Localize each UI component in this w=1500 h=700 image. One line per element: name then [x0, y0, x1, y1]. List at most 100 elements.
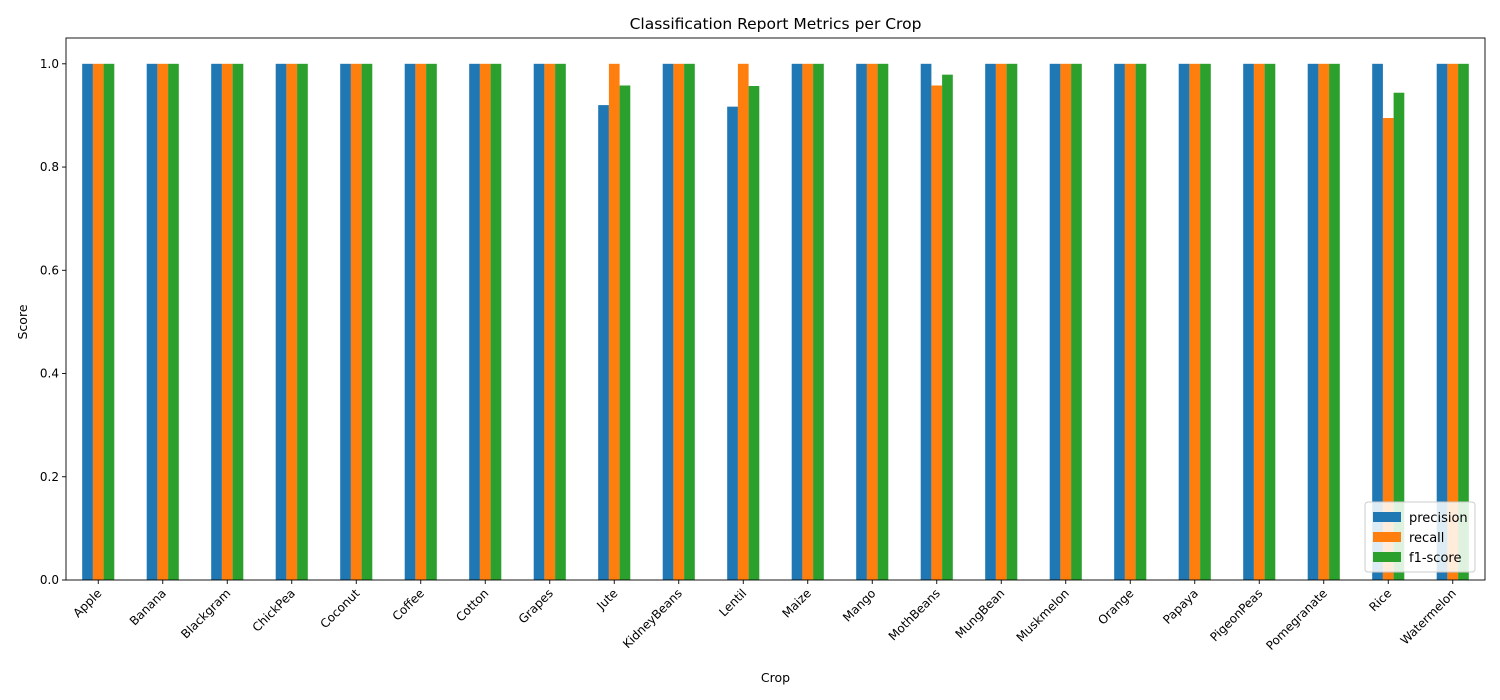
- bar-recall-Papaya: [1189, 63, 1201, 581]
- x-tick-label: Mango: [840, 586, 878, 624]
- x-tick-label: Lentil: [716, 586, 749, 619]
- bar-precision-Banana: [146, 63, 158, 581]
- bar-recall-Jute: [608, 63, 620, 581]
- legend: precision recall f1-score: [1364, 501, 1476, 573]
- bar-precision-ChickPea: [275, 63, 287, 581]
- bar-recall-Lentil: [737, 63, 749, 581]
- y-axis-label: Score: [15, 304, 30, 339]
- bar-recall-ChickPea: [286, 63, 298, 581]
- bar-recall-Pomegranate: [1318, 63, 1330, 581]
- bar-f1-score-MothBeans: [942, 74, 953, 581]
- bar-f1-score-Muskmelon: [1071, 63, 1082, 581]
- y-tick-label: 0.4: [40, 367, 59, 381]
- y-tick-label: 0.0: [40, 573, 59, 587]
- bar-f1-score-Jute: [619, 85, 631, 581]
- bar-recall-Blackgram: [221, 63, 233, 581]
- x-tick-label: ChickPea: [250, 586, 298, 634]
- bar-f1-score-KidneyBeans: [684, 63, 695, 581]
- x-tick-label: Muskmelon: [1014, 586, 1072, 644]
- bar-recall-PigeonPeas: [1253, 63, 1265, 581]
- bar-recall-Orange: [1124, 63, 1136, 581]
- bar-recall-Apple: [92, 63, 104, 581]
- bar-recall-MothBeans: [931, 85, 943, 581]
- bar-recall-Watermelon: [1447, 63, 1459, 581]
- bar-precision-Lentil: [727, 106, 738, 581]
- y-tick-label: 1.0: [40, 57, 59, 71]
- legend-label-f1-score: f1-score: [1409, 551, 1461, 566]
- legend-swatch-precision: [1373, 512, 1401, 522]
- bar-recall-Coconut: [350, 63, 362, 581]
- bar-f1-score-MungBean: [1006, 63, 1018, 581]
- x-tick-label: Apple: [70, 586, 104, 620]
- x-tick-label: Watermelon: [1398, 586, 1459, 647]
- bar-precision-Mango: [856, 63, 867, 581]
- bar-f1-score-Blackgram: [232, 63, 244, 581]
- bar-f1-score-Cotton: [490, 63, 502, 581]
- bar-f1-score-Pomegranate: [1329, 63, 1340, 581]
- bar-precision-Maize: [791, 63, 803, 581]
- x-tick-label: MothBeans: [886, 586, 943, 643]
- bar-f1-score-ChickPea: [297, 63, 308, 581]
- plot-frame: [65, 37, 1486, 581]
- bar-f1-score-Watermelon: [1458, 63, 1469, 581]
- bar-precision-MungBean: [985, 63, 996, 581]
- x-tick-label: Cotton: [453, 586, 491, 624]
- x-tick-label: Pomegranate: [1263, 586, 1330, 653]
- x-tick-label: Jute: [593, 586, 620, 613]
- x-axis-label: Crop: [761, 670, 790, 685]
- bar-precision-Papaya: [1178, 63, 1190, 581]
- bar-recall-Banana: [157, 63, 169, 581]
- y-tick-label: 0.6: [40, 263, 59, 277]
- legend-label-precision: precision: [1409, 511, 1468, 526]
- x-tick-label: Orange: [1095, 586, 1136, 627]
- chart-title: Classification Report Metrics per Crop: [630, 15, 922, 33]
- bar-recall-Grapes: [544, 63, 556, 581]
- x-tick-label: Rice: [1366, 586, 1394, 614]
- bar-recall-MungBean: [995, 63, 1007, 581]
- bar-precision-KidneyBeans: [662, 63, 674, 581]
- bar-precision-Grapes: [533, 63, 545, 581]
- bar-f1-score-Rice: [1393, 92, 1405, 580]
- x-tick-label: MungBean: [952, 586, 1007, 641]
- bar-precision-Muskmelon: [1049, 63, 1061, 581]
- x-tick-label: Banana: [127, 586, 169, 628]
- bar-precision-Coconut: [340, 63, 351, 581]
- x-tick-label: Coconut: [317, 586, 362, 631]
- legend-label-recall: recall: [1409, 531, 1444, 546]
- bar-f1-score-Coffee: [426, 63, 437, 581]
- bar-f1-score-Grapes: [555, 63, 566, 581]
- x-tick-label: KidneyBeans: [620, 586, 685, 651]
- bar-f1-score-Papaya: [1200, 63, 1211, 581]
- bar-f1-score-Maize: [813, 63, 824, 581]
- bar-recall-Coffee: [415, 63, 427, 581]
- bar-recall-Mango: [866, 63, 878, 581]
- y-tick-label: 0.2: [40, 470, 59, 484]
- legend-swatch-f1-score: [1373, 552, 1401, 562]
- bar-f1-score-Apple: [103, 63, 115, 581]
- bar-f1-score-PigeonPeas: [1264, 63, 1276, 581]
- x-tick-label: Blackgram: [178, 586, 233, 641]
- bar-recall-Muskmelon: [1060, 63, 1072, 581]
- bar-f1-score-Lentil: [748, 86, 760, 580]
- bar-f1-score-Mango: [877, 63, 889, 581]
- bar-precision-Pomegranate: [1307, 63, 1319, 581]
- x-tick-label: Maize: [779, 586, 813, 620]
- bar-precision-PigeonPeas: [1243, 63, 1254, 581]
- bar-recall-KidneyBeans: [673, 63, 685, 581]
- bar-f1-score-Orange: [1135, 63, 1147, 581]
- bar-precision-Blackgram: [211, 63, 222, 581]
- bar-recall-Rice: [1382, 118, 1394, 580]
- bar-precision-Apple: [82, 63, 93, 581]
- bar-recall-Cotton: [479, 63, 491, 581]
- x-tick-label: Grapes: [516, 586, 556, 626]
- bar-precision-Watermelon: [1436, 63, 1448, 581]
- bar-recall-Maize: [802, 63, 814, 581]
- bar-precision-Rice: [1372, 63, 1383, 581]
- bar-f1-score-Banana: [168, 63, 179, 581]
- bar-precision-Cotton: [469, 63, 480, 581]
- bar-f1-score-Coconut: [361, 63, 373, 581]
- bars-group: [82, 63, 1469, 581]
- bar-precision-Jute: [598, 105, 609, 580]
- y-tick-label: 0.8: [40, 160, 59, 174]
